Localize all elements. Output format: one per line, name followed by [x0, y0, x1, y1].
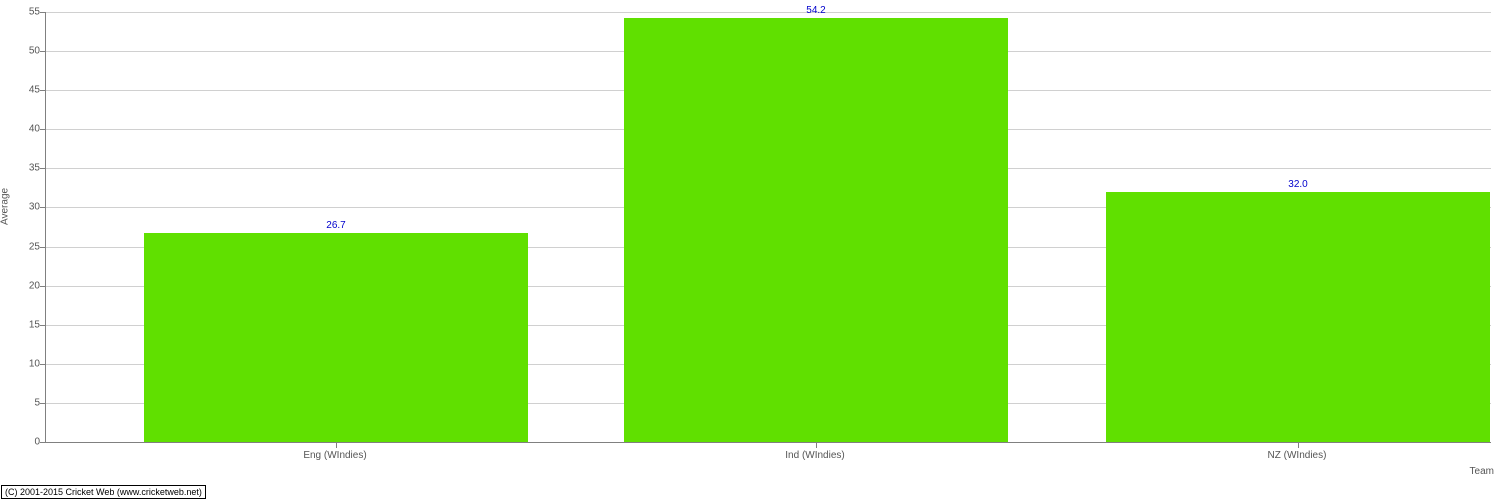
y-tick	[40, 168, 46, 169]
y-tick	[40, 325, 46, 326]
y-tick	[40, 129, 46, 130]
x-tick-label: Ind (WIndies)	[785, 450, 844, 461]
y-tick	[40, 12, 46, 13]
bar-value-label: 32.0	[1288, 179, 1307, 190]
copyright-text: (C) 2001-2015 Cricket Web (www.cricketwe…	[1, 485, 206, 499]
x-tick-label: Eng (WIndies)	[303, 450, 366, 461]
y-tick-label: 40	[29, 124, 40, 135]
bar	[624, 18, 1008, 442]
y-tick-label: 50	[29, 46, 40, 57]
y-tick	[40, 403, 46, 404]
y-tick-label: 45	[29, 85, 40, 96]
x-tick	[816, 442, 817, 448]
grid-line	[46, 12, 1491, 13]
y-tick-label: 10	[29, 358, 40, 369]
y-tick-label: 20	[29, 280, 40, 291]
y-tick	[40, 364, 46, 365]
y-tick-label: 0	[34, 437, 40, 448]
x-axis-title: Team	[1470, 466, 1494, 477]
y-tick	[40, 207, 46, 208]
y-tick	[40, 442, 46, 443]
x-tick	[1298, 442, 1299, 448]
bar	[1106, 192, 1490, 442]
y-tick	[40, 90, 46, 91]
chart-container: 26.754.232.0 Average Team (C) 2001-2015 …	[0, 0, 1500, 500]
bar-value-label: 26.7	[326, 220, 345, 231]
plot-area: 26.754.232.0	[45, 12, 1491, 443]
y-tick-label: 55	[29, 7, 40, 18]
bar-value-label: 54.2	[806, 5, 825, 16]
bar	[144, 233, 528, 442]
y-tick-label: 15	[29, 319, 40, 330]
y-tick	[40, 51, 46, 52]
y-tick-label: 30	[29, 202, 40, 213]
x-tick	[336, 442, 337, 448]
y-tick	[40, 286, 46, 287]
y-tick	[40, 247, 46, 248]
y-tick-label: 5	[34, 397, 40, 408]
y-tick-label: 25	[29, 241, 40, 252]
y-tick-label: 35	[29, 163, 40, 174]
y-axis-title: Average	[0, 188, 11, 225]
x-tick-label: NZ (WIndies)	[1268, 450, 1327, 461]
